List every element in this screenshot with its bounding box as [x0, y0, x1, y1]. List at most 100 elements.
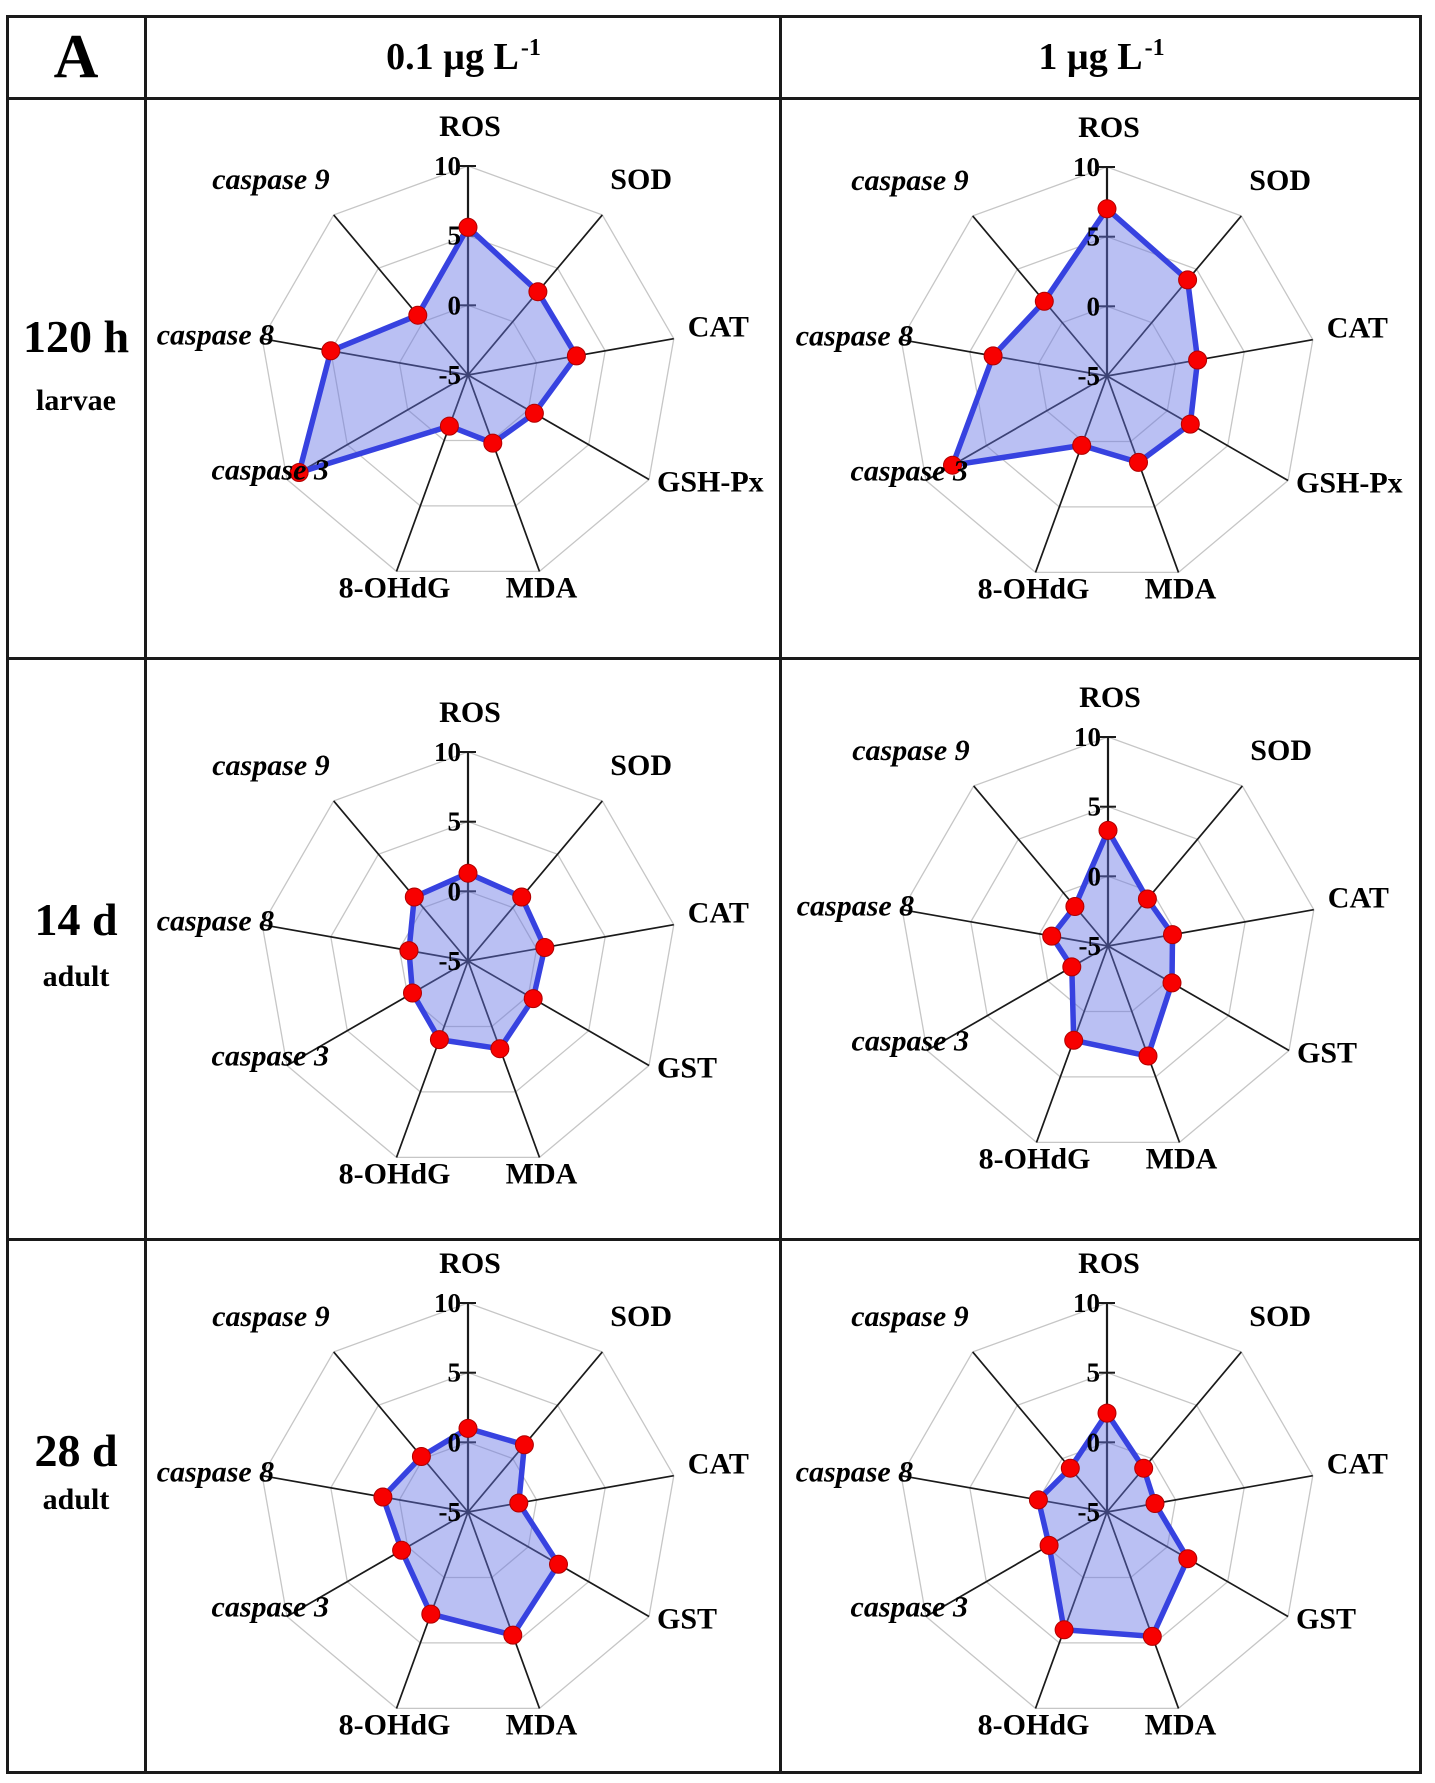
data-point-caspase-3 [403, 983, 422, 1003]
axis-spoke-SOD [467, 1351, 603, 1513]
data-point-MDA [483, 433, 503, 453]
axis-spoke-CAT [467, 923, 674, 962]
data-point-MDA [1129, 452, 1148, 472]
grid-ring-0 [1037, 305, 1177, 443]
axis-spoke-caspase-9 [333, 214, 469, 376]
data-point-8-OHdG [429, 1030, 449, 1050]
axis-spoke-MDA [1106, 1511, 1180, 1709]
row-label-14d: 14 d [34, 894, 118, 945]
axis-label-8-OHdG: 8-OHdG [978, 572, 1090, 605]
data-polygon [380, 1425, 562, 1638]
axis-label-ROS: ROS [1078, 111, 1140, 144]
axis-spoke-caspase-8 [262, 337, 469, 376]
axis-label-MDA: MDA [1145, 1708, 1217, 1741]
axis-spoke-caspase-8 [262, 923, 469, 962]
axis-label-caspase-3: caspase 3 [212, 1040, 329, 1073]
axis-label-caspase-8: caspase 8 [157, 319, 274, 352]
axis-label-caspase-3: caspase 3 [851, 1591, 968, 1624]
data-polygon [949, 206, 1201, 468]
tick-label-0: 0 [448, 876, 462, 906]
grid-hline-row2 [6, 1238, 1422, 1241]
column-header-low-dose-text: 0.1 µg L [386, 36, 519, 78]
data-polygon [1035, 1410, 1191, 1640]
axis-spoke-caspase-9 [333, 800, 469, 962]
axis-label-CAT: CAT [688, 897, 749, 930]
axis-label-caspase-9: caspase 9 [212, 1300, 329, 1333]
tick-label-0: 0 [448, 1427, 462, 1457]
axis-label-caspase-8: caspase 8 [796, 1456, 913, 1489]
axis-label-8-OHdG: 8-OHdG [339, 1708, 451, 1741]
data-point-caspase-8 [1028, 1490, 1048, 1510]
data-point-GST [1162, 973, 1182, 993]
data-polygon [406, 870, 548, 1052]
grid-vline-label-col [144, 15, 147, 1774]
tick-label--5: -5 [1078, 1497, 1101, 1527]
axis-label-ROS: ROS [439, 696, 501, 729]
axis-spoke-GST [1107, 945, 1290, 1052]
column-header-low-dose: 0.1 µg L-1 [146, 15, 781, 99]
grid-ring-0 [1037, 1441, 1177, 1579]
data-point-caspase-3 [1062, 957, 1082, 977]
axis-label-GST: GST [657, 1603, 717, 1636]
axis-spoke-caspase-3 [286, 960, 469, 1067]
grid-ring-10 [900, 1302, 1314, 1710]
data-point-CAT [1188, 350, 1208, 370]
axis-label-caspase-8: caspase 8 [796, 320, 913, 353]
axis-spoke-CAT [1106, 1474, 1313, 1513]
axis-label-CAT: CAT [1327, 1448, 1388, 1481]
tick-label-5: 5 [448, 221, 462, 251]
axis-spoke-MDA [1107, 945, 1181, 1143]
data-point-8-OHdG [421, 1604, 441, 1624]
data-point-caspase-9 [1034, 291, 1054, 311]
data-point-caspase-3 [1039, 1535, 1059, 1555]
axis-label-caspase-3: caspase 3 [851, 455, 968, 488]
data-polygon [1048, 827, 1176, 1059]
grid-vline-center [779, 15, 782, 1774]
tick-label-5: 5 [1087, 222, 1101, 252]
tick-label-10: 10 [1073, 152, 1100, 182]
axis-label-SOD: SOD [1250, 734, 1312, 767]
axis-label-caspase-8: caspase 8 [157, 1456, 274, 1489]
data-point-caspase-9 [404, 887, 424, 907]
data-point-8-OHdG [1064, 1030, 1084, 1050]
row-sublabel-larvae: larvae [36, 384, 116, 417]
tick-label-10: 10 [434, 1288, 461, 1318]
axis-spoke-8-OHdG [1034, 375, 1108, 573]
axis-spoke-8-OHdG [395, 374, 469, 572]
tick-label--5: -5 [439, 946, 462, 976]
axis-label-caspase-9: caspase 9 [212, 163, 329, 196]
axis-spoke-caspase-3 [925, 1511, 1108, 1618]
axis-label-ROS: ROS [439, 1247, 501, 1280]
data-point-caspase-9 [1065, 897, 1085, 916]
axis-spoke-SOD [1107, 785, 1243, 947]
data-point-caspase-8 [399, 941, 419, 961]
tick-label--5: -5 [439, 1497, 462, 1527]
grid-ring-0 [1038, 875, 1178, 1013]
tick-label--5: -5 [439, 360, 462, 390]
axis-label-ROS: ROS [439, 110, 501, 143]
axis-spoke-caspase-8 [262, 1474, 469, 1513]
data-point-SOD [528, 282, 548, 302]
tick-label-10: 10 [434, 737, 461, 767]
axis-label-caspase-9: caspase 9 [212, 749, 329, 782]
axis-label-CAT: CAT [1327, 312, 1388, 345]
grid-ring-10 [261, 165, 675, 573]
axis-label-8-OHdG: 8-OHdG [978, 1708, 1090, 1741]
row-label-120h: 120 h [22, 311, 130, 362]
data-point-caspase-9 [408, 305, 428, 325]
radar-chart-28d-high: 10 5 0 -5 ROS SOD CAT GST MDA 8-OHdG caspase 3 casp… [796, 1247, 1388, 1741]
grid-ring-10 [261, 751, 675, 1159]
column-header-high-dose-superscript: -1 [1144, 35, 1165, 62]
axis-label-CAT: CAT [1328, 882, 1389, 915]
axis-label-8-OHdG: 8-OHdG [339, 571, 451, 604]
axis-label-SOD: SOD [1249, 164, 1311, 197]
tick-label-0: 0 [1087, 1427, 1101, 1457]
axis-label-SOD: SOD [610, 163, 672, 196]
axis-spoke-CAT [467, 1474, 674, 1513]
grid-ring-10 [261, 1302, 675, 1710]
data-point-MDA [490, 1039, 510, 1059]
axis-label-CAT: CAT [688, 311, 749, 344]
axis-label-GSH-Px: GSH-Px [657, 466, 764, 499]
data-point-ROS [458, 217, 478, 237]
